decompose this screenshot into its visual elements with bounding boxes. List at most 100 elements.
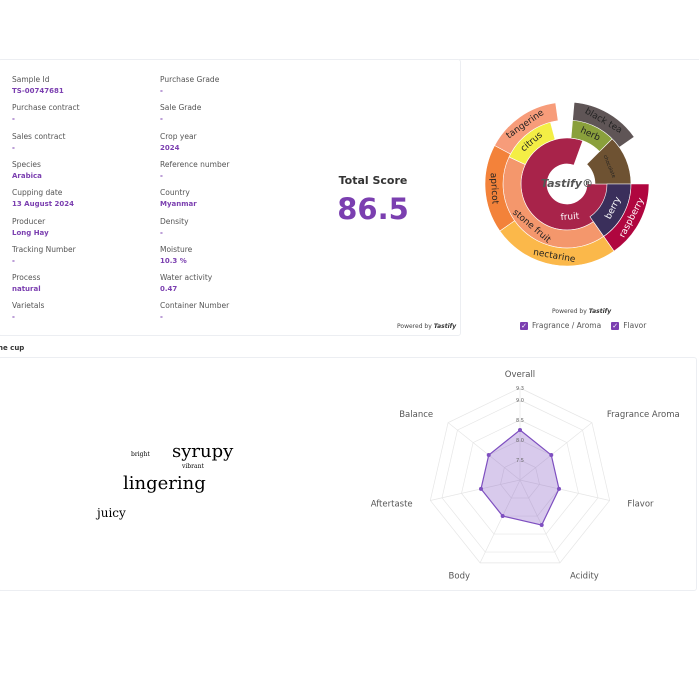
field-value: TS-00747681 bbox=[12, 87, 64, 95]
radar-axis-label: Body bbox=[449, 572, 470, 582]
radar-tick-label: 8.0 bbox=[516, 438, 524, 444]
radar-point[interactable] bbox=[556, 486, 561, 491]
radar-axis-label: Fragrance Aroma bbox=[607, 410, 680, 420]
field-value: - bbox=[12, 115, 15, 124]
field-value: - bbox=[12, 143, 15, 152]
field-value: 2024 bbox=[160, 143, 180, 152]
field-label: Sales contract bbox=[12, 131, 66, 141]
field-process: Process natural bbox=[12, 273, 41, 293]
field-label: Reference number bbox=[160, 159, 230, 169]
radar-axis-label: Overall bbox=[505, 370, 535, 380]
field-label: Purchase contract bbox=[12, 103, 80, 113]
field-value: 0.47 bbox=[160, 285, 178, 294]
field-label: Sample Id bbox=[12, 75, 50, 84]
radar-point[interactable] bbox=[539, 523, 544, 528]
field-value: - bbox=[160, 171, 163, 180]
field-label: Country bbox=[160, 188, 190, 198]
radar-tick-label: 9.0 bbox=[516, 398, 524, 404]
word-vibrant: vibrant bbox=[182, 463, 204, 470]
checkbox-icon[interactable]: ✓ bbox=[611, 322, 620, 330]
radar-axis-label: Flavor bbox=[627, 500, 654, 510]
radar-point[interactable] bbox=[486, 453, 491, 458]
field-value: natural bbox=[12, 285, 41, 294]
field-water-activity: Water activity 0.47 bbox=[160, 273, 212, 293]
field-label: Container Number bbox=[160, 301, 230, 311]
field-value: Arabica bbox=[12, 171, 42, 180]
radar-tick-label: 9.3 bbox=[516, 386, 524, 392]
field-label: Tracking Number bbox=[12, 244, 76, 254]
legend-fragrance[interactable]: ✓ Fragrance / Aroma bbox=[520, 321, 601, 330]
field-sample-id: Sample Id TS-00747681 bbox=[12, 75, 64, 95]
field-value: - bbox=[160, 228, 163, 237]
field-container-number: Container Number - bbox=[160, 301, 229, 321]
flavor-wheel-card bbox=[459, 59, 699, 335]
cup-card bbox=[0, 357, 697, 591]
section-title: he cup bbox=[0, 344, 25, 352]
field-label: Moisture bbox=[160, 244, 193, 254]
word-bright: bright bbox=[131, 451, 150, 458]
radar-spoke bbox=[479, 479, 521, 564]
word-juicy: juicy bbox=[97, 506, 126, 520]
field-value: - bbox=[12, 313, 15, 322]
field-value: - bbox=[12, 256, 15, 265]
field-label: Species bbox=[12, 159, 41, 169]
total-score-label: Total Score bbox=[338, 174, 408, 187]
wheel-segment-black-tea[interactable] bbox=[572, 101, 635, 148]
wheel-center bbox=[547, 164, 587, 204]
field-label: Density bbox=[160, 216, 189, 226]
tastify-logo: Tastify bbox=[588, 308, 612, 315]
word-syrupy: syrupy bbox=[172, 441, 234, 462]
wheel-label: fruit bbox=[560, 212, 580, 224]
tastify-logo: Tastify® bbox=[541, 177, 593, 190]
radar-grid bbox=[461, 419, 579, 535]
field-sales-contract: Sales contract - bbox=[12, 132, 66, 152]
radar-tick-label: 7.5 bbox=[516, 458, 524, 464]
radar-axis-label: Aftertaste bbox=[371, 500, 413, 510]
field-moisture: Moisture 10.3 % bbox=[160, 245, 192, 265]
radar-point[interactable] bbox=[518, 428, 522, 432]
powered-text: Powered by bbox=[397, 323, 432, 330]
field-label: Purchase Grade bbox=[160, 75, 220, 84]
field-label: Process bbox=[12, 273, 41, 283]
field-label: Cupping date bbox=[12, 188, 63, 198]
field-value: 10.3 % bbox=[160, 256, 187, 265]
radar-series bbox=[480, 429, 560, 526]
legend-flavor[interactable]: ✓ Flavor bbox=[611, 321, 646, 330]
powered-by-wheel: Powered by Tastify bbox=[552, 308, 611, 315]
field-crop-year: Crop year 2024 bbox=[160, 132, 197, 152]
field-value: Long Hay bbox=[12, 228, 49, 237]
field-value: - bbox=[160, 87, 163, 95]
wheel-label: apricot bbox=[488, 173, 500, 205]
field-value: - bbox=[160, 313, 163, 322]
field-country: Country Myanmar bbox=[160, 188, 197, 208]
wheel-legend: ✓ Fragrance / Aroma ✓ Flavor bbox=[520, 321, 646, 330]
checkbox-icon[interactable]: ✓ bbox=[520, 322, 528, 330]
powered-by: Powered by Tastify bbox=[397, 323, 456, 330]
radar-point[interactable] bbox=[549, 453, 554, 458]
field-value: 13 August 2024 bbox=[12, 200, 75, 209]
total-score-value: 86.5 bbox=[337, 192, 409, 226]
radar-axis-label: Acidity bbox=[570, 572, 599, 582]
field-value: Myanmar bbox=[160, 200, 197, 209]
tastify-logo: Tastify bbox=[433, 323, 457, 330]
field-label: Water activity bbox=[160, 273, 213, 283]
radar-point[interactable] bbox=[479, 486, 484, 491]
wheel-segment-tangerine[interactable] bbox=[494, 102, 559, 155]
word-lingering: lingering bbox=[123, 473, 206, 494]
field-producer: Producer Long Hay bbox=[12, 217, 49, 237]
radar-axis-label: Balance bbox=[399, 410, 433, 420]
field-purchase-contract: Purchase contract - bbox=[12, 103, 80, 123]
field-reference-number: Reference number - bbox=[160, 160, 229, 180]
field-label: Varietals bbox=[12, 301, 45, 311]
radar-grid bbox=[500, 459, 540, 499]
radar-point[interactable] bbox=[500, 514, 505, 519]
field-purchase-grade: Purchase Grade - bbox=[160, 75, 219, 95]
field-sale-grade: Sale Grade - bbox=[160, 103, 201, 123]
field-cupping-date: Cupping date 13 August 2024 bbox=[12, 188, 74, 208]
field-label: Crop year bbox=[160, 131, 197, 141]
radar-spoke bbox=[519, 422, 593, 481]
field-value: - bbox=[160, 115, 163, 124]
radar-spoke bbox=[519, 479, 561, 564]
radar-tick-label: 8.5 bbox=[516, 418, 524, 424]
